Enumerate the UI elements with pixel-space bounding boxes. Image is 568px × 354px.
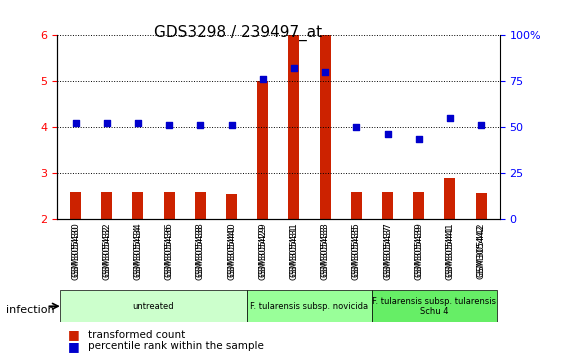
Text: untreated: untreated: [133, 302, 174, 311]
Bar: [289, 35, 299, 219]
Point: [133, 120, 143, 126]
Point: [102, 120, 111, 126]
Text: percentile rank within the sample: percentile rank within the sample: [88, 341, 264, 351]
FancyBboxPatch shape: [247, 290, 372, 322]
Text: GSM305439: GSM305439: [414, 225, 423, 280]
FancyBboxPatch shape: [372, 290, 497, 322]
Point: [165, 122, 174, 128]
Point: [445, 115, 454, 121]
Point: [227, 122, 236, 128]
Text: GSM305432: GSM305432: [102, 225, 111, 280]
Text: GSM305431: GSM305431: [290, 225, 298, 280]
Point: [258, 76, 268, 82]
Text: GSM305435: GSM305435: [352, 225, 361, 280]
Text: transformed count: transformed count: [88, 330, 185, 339]
Bar: [101, 192, 112, 219]
Bar: [475, 193, 487, 219]
Bar: [70, 192, 81, 219]
Text: F. tularensis subsp. novicida: F. tularensis subsp. novicida: [250, 302, 369, 311]
Text: ■: ■: [68, 328, 80, 341]
Bar: [351, 192, 362, 219]
Point: [414, 136, 423, 142]
Text: GSM305437: GSM305437: [383, 225, 392, 280]
Text: GSM305433: GSM305433: [320, 225, 329, 280]
Point: [196, 122, 205, 128]
Point: [383, 131, 392, 137]
Text: GSM305430: GSM305430: [71, 225, 80, 280]
Bar: [195, 192, 206, 219]
Text: GDS3298 / 239497_at: GDS3298 / 239497_at: [154, 25, 323, 41]
Text: GSM305436: GSM305436: [165, 225, 174, 280]
Bar: [132, 192, 143, 219]
Point: [71, 120, 80, 126]
FancyBboxPatch shape: [60, 290, 247, 322]
Point: [352, 125, 361, 130]
Bar: [414, 192, 424, 219]
Bar: [444, 178, 456, 219]
Text: GSM305441: GSM305441: [445, 225, 454, 280]
Text: GSM305438: GSM305438: [196, 225, 205, 280]
Bar: [257, 81, 268, 219]
Text: infection: infection: [6, 305, 55, 315]
Point: [320, 69, 329, 75]
Text: F. tularensis subsp. tularensis
Schu 4: F. tularensis subsp. tularensis Schu 4: [372, 297, 496, 316]
Text: GSM305429: GSM305429: [258, 225, 267, 280]
Bar: [164, 192, 174, 219]
Text: GSM305440: GSM305440: [227, 225, 236, 280]
Text: ■: ■: [68, 340, 80, 353]
Bar: [226, 194, 237, 219]
Point: [289, 65, 298, 70]
Text: GSM305434: GSM305434: [133, 225, 143, 280]
Point: [477, 122, 486, 128]
Text: GSM305442: GSM305442: [477, 225, 486, 279]
Bar: [382, 192, 393, 219]
Bar: [320, 35, 331, 219]
